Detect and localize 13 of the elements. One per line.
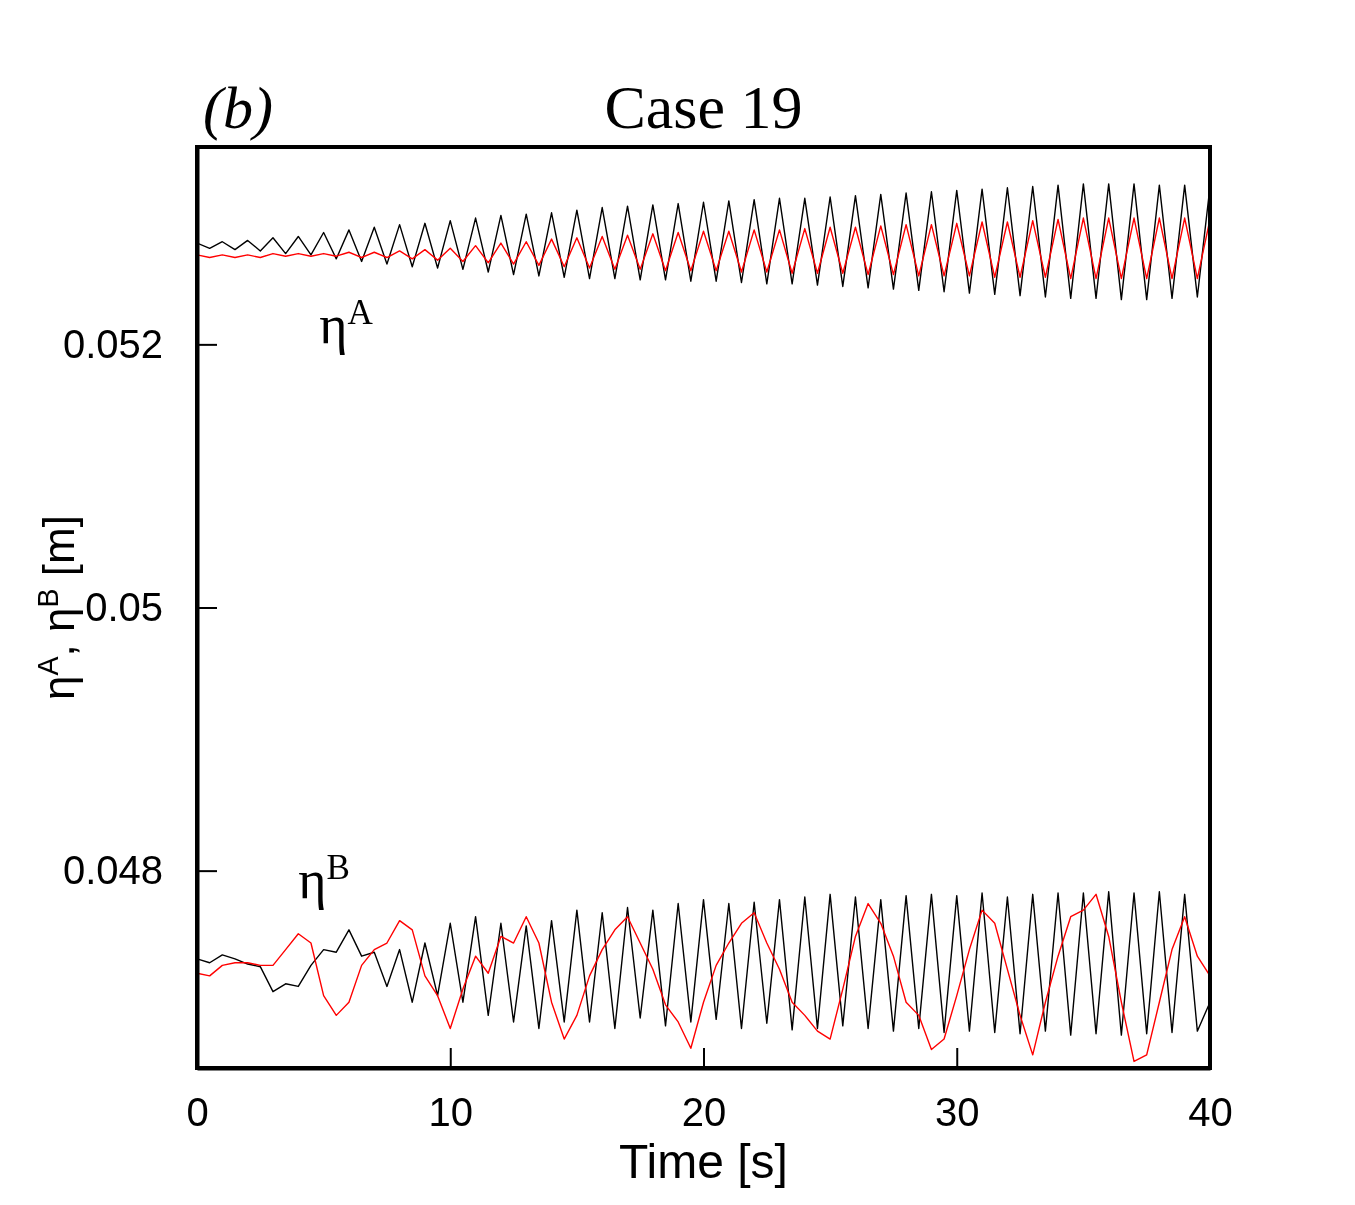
x-tick-label: 0 bbox=[186, 1090, 209, 1135]
text: (b) bbox=[203, 75, 273, 141]
chart-title: Case 19 bbox=[604, 73, 803, 141]
x-tick-label: 30 bbox=[935, 1090, 980, 1135]
x-axis-title: Time [s] bbox=[619, 1135, 788, 1188]
y-tick-label: 0.052 bbox=[62, 321, 163, 366]
y-tick-label: 0.05 bbox=[85, 584, 163, 629]
x-tick-label: 20 bbox=[681, 1090, 727, 1135]
x-tick-label: 40 bbox=[1188, 1090, 1233, 1135]
y-tick-label: 0.048 bbox=[62, 847, 163, 892]
annotation: η$^{A}$ bbox=[319, 292, 374, 355]
x-tick-label: 10 bbox=[428, 1090, 473, 1135]
annotation: η$^{B}$ bbox=[298, 847, 350, 910]
